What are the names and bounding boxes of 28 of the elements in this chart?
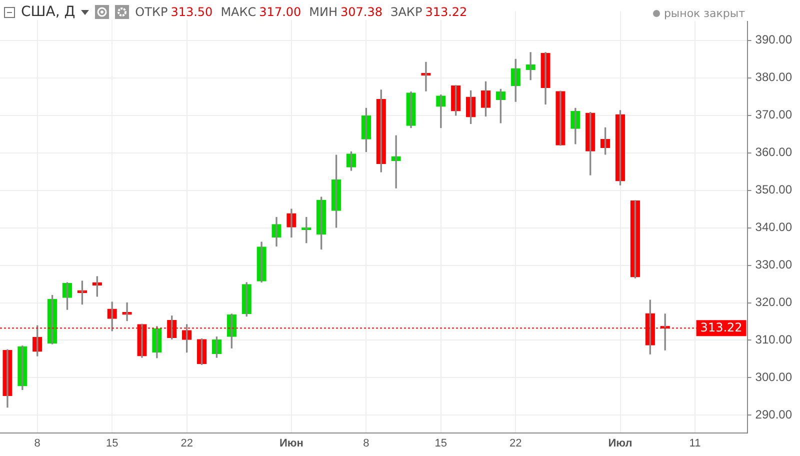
annotation: ОТКР 313.50 [135,5,213,19]
x-tick-label: 11 [689,437,701,450]
chart-title: США, Д [21,4,76,20]
y-tick-label: 300.00 [755,370,792,384]
x-tick-label: 22 [510,437,522,450]
y-tick-label: 370.00 [755,108,792,122]
y-tick-label: 350.00 [755,182,792,197]
annotation: МИН 307.38 [309,5,383,19]
x-tick-label: 22 [180,437,193,450]
annotation: МАКС 317.00 [220,5,302,19]
y-tick-label: 310.00 [755,332,792,347]
x-tick-label: 8 [363,437,370,450]
annotation: ЗАКР 313.22 [390,5,468,19]
y-tick-label: 330.00 [755,258,792,272]
y-tick-label: 340.00 [755,220,792,234]
x-tick-label: 8 [34,437,40,450]
y-tick-label: 320.00 [755,295,792,310]
y-tick-label: 380.00 [755,70,792,84]
x-tick-label: 15 [106,437,118,450]
annotation: рынок закрыт [664,7,745,20]
y-tick-label: 390.00 [755,32,792,47]
ref-line-label: 313.22 [700,320,742,334]
candlestick [92,276,102,297]
x-tick-label: Июн [279,437,304,450]
y-tick-label: 290.00 [755,408,792,422]
x-tick-label: 15 [434,437,448,450]
x-tick-label: Июл [608,437,632,450]
y-tick-label: 360.00 [755,145,792,160]
